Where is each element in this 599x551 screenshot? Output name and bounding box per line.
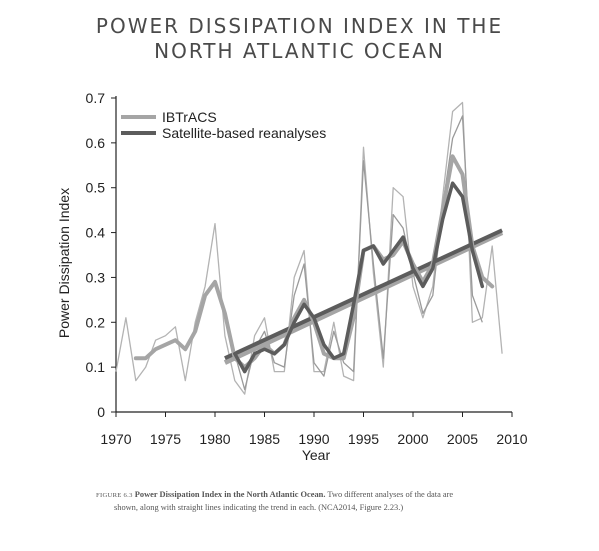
x-tick-label: 1995: [348, 431, 379, 447]
y-tick-label: 0: [97, 404, 105, 420]
x-tick-label: 1985: [249, 431, 280, 447]
legend-label-ibtracs: IBTrACS: [162, 109, 217, 125]
x-tick-label: 1990: [298, 431, 329, 447]
legend-label-satellite: Satellite-based reanalyses: [162, 125, 326, 141]
y-tick-label: 0.2: [86, 314, 106, 330]
y-tick-label: 0.5: [86, 180, 106, 196]
chart-title-line-2: NORTH ATLANTIC OCEAN: [154, 39, 445, 63]
satellite-trend-line: [224, 228, 503, 360]
y-tick-label: 0.7: [86, 90, 106, 106]
y-tick-label: 0.3: [86, 269, 106, 285]
x-tick-label: 1975: [150, 431, 181, 447]
satellite-smoothed-line: [233, 181, 485, 374]
satellite-annual-line: [234, 115, 483, 391]
y-tick-label: 0.4: [86, 225, 106, 241]
chart-title: POWER DISSIPATION INDEX IN THE NORTH ATL…: [0, 14, 599, 64]
caption-figure-number: FIGURE 6.3: [96, 492, 133, 499]
x-tick-label: 1980: [199, 431, 230, 447]
x-axis-label: Year: [302, 447, 331, 463]
y-tick-label: 0.6: [86, 135, 106, 151]
caption-line-1: FIGURE 6.3 Power Dissipation Index in th…: [96, 489, 516, 502]
ibtracs-annual-line: [115, 101, 503, 395]
caption-text-1: Two different analyses of the data are: [327, 490, 454, 499]
figure-caption: FIGURE 6.3 Power Dissipation Index in th…: [96, 489, 516, 514]
y-tick-label: 0.1: [86, 359, 106, 375]
caption-bold-title: Power Dissipation Index in the North Atl…: [134, 490, 326, 499]
caption-line-2: shown, along with straight lines indicat…: [114, 503, 404, 512]
x-tick-label: 2000: [397, 431, 428, 447]
chart-title-line-1: POWER DISSIPATION INDEX IN THE: [95, 14, 504, 38]
x-tick-label: 2005: [447, 431, 478, 447]
ibtracs-trend-line: [223, 230, 504, 365]
x-tick-label: 1970: [100, 431, 131, 447]
y-axis-label: Power Dissipation Index: [56, 188, 72, 338]
x-tick-label: 2010: [496, 431, 527, 447]
